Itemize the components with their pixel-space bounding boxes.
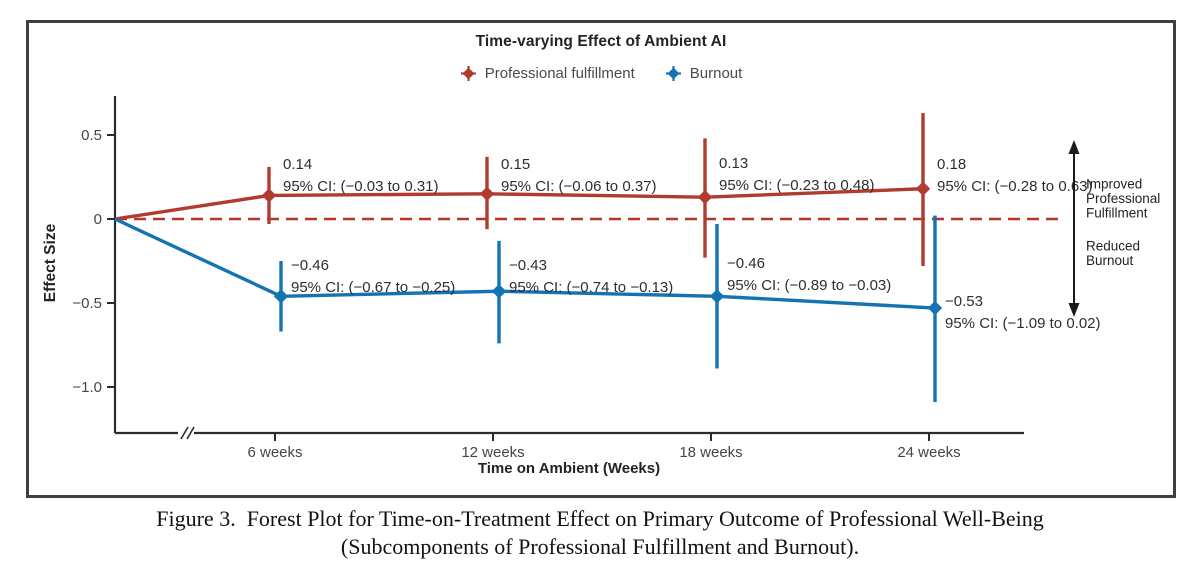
svg-text:12 weeks: 12 weeks [461,444,524,461]
svg-text:0.15: 0.15 [501,156,530,173]
svg-text:Professional: Professional [1086,191,1160,206]
svg-text:0.5: 0.5 [81,127,102,144]
svg-text:0.18: 0.18 [937,156,966,173]
svg-text:0.14: 0.14 [283,156,312,173]
svg-text:0.13: 0.13 [719,155,748,172]
svg-text:95% CI: (−0.28 to 0.63): 95% CI: (−0.28 to 0.63) [937,178,1093,195]
svg-text:−0.5: −0.5 [72,295,102,312]
svg-text:0: 0 [94,211,102,228]
svg-text:95% CI: (−0.03 to 0.31): 95% CI: (−0.03 to 0.31) [283,178,439,195]
fulfillment-marker-icon [460,65,477,82]
svg-text:Time on Ambient (Weeks): Time on Ambient (Weeks) [478,460,660,477]
svg-text:Improved: Improved [1086,177,1142,192]
legend-item-burnout: Burnout [665,65,743,82]
svg-text:95% CI: (−0.74 to −0.13): 95% CI: (−0.74 to −0.13) [509,279,673,296]
chart-title: Time-varying Effect of Ambient AI [475,33,727,50]
legend-label-professional-fulfillment: Professional fulfillment [484,65,635,82]
figure-box: 0.5 0 −0.5 −1.0 6 weeks 12 weeks 18 weeks 24 we… [26,20,1176,498]
svg-text:95% CI: (−0.06 to 0.37): 95% CI: (−0.06 to 0.37) [501,178,657,195]
figure-caption-line-2: (Subcomponents of Professional Fulfillme… [340,534,860,559]
legend: Professional fulfillment Burnout [29,65,1173,82]
svg-text:Effect Size: Effect Size [42,223,59,302]
svg-text:−0.53: −0.53 [945,293,983,310]
figure-caption: Figure 3. Forest Plot for Time-on-Treatm… [0,505,1200,561]
burnout-marker-icon [665,65,682,82]
legend-item-professional-fulfillment: Professional fulfillment [460,65,635,82]
svg-text:18 weeks: 18 weeks [679,444,742,461]
svg-text:−1.0: −1.0 [72,379,102,396]
svg-text:95% CI: (−0.89 to −0.03): 95% CI: (−0.89 to −0.03) [727,277,891,294]
svg-text:Fulfillment: Fulfillment [1086,206,1148,221]
svg-text:Burnout: Burnout [1086,253,1134,268]
svg-text:95% CI: (−0.67 to −0.25): 95% CI: (−0.67 to −0.25) [291,279,455,296]
svg-text:Reduced: Reduced [1086,239,1140,254]
svg-text:−0.43: −0.43 [509,257,547,274]
figure-caption-line-1: Figure 3. Forest Plot for Time-on-Treatm… [156,506,1044,531]
svg-text:−0.46: −0.46 [727,255,765,272]
svg-text:6 weeks: 6 weeks [247,444,302,461]
legend-label-burnout: Burnout [689,65,743,82]
svg-text:−0.46: −0.46 [291,257,329,274]
forest-plot: 0.5 0 −0.5 −1.0 6 weeks 12 weeks 18 weeks 24 we… [42,96,1160,477]
svg-text:95% CI: (−0.23 to 0.48): 95% CI: (−0.23 to 0.48) [719,177,875,194]
svg-text:24 weeks: 24 weeks [897,444,960,461]
svg-text:95% CI: (−1.09 to 0.02): 95% CI: (−1.09 to 0.02) [945,315,1101,332]
